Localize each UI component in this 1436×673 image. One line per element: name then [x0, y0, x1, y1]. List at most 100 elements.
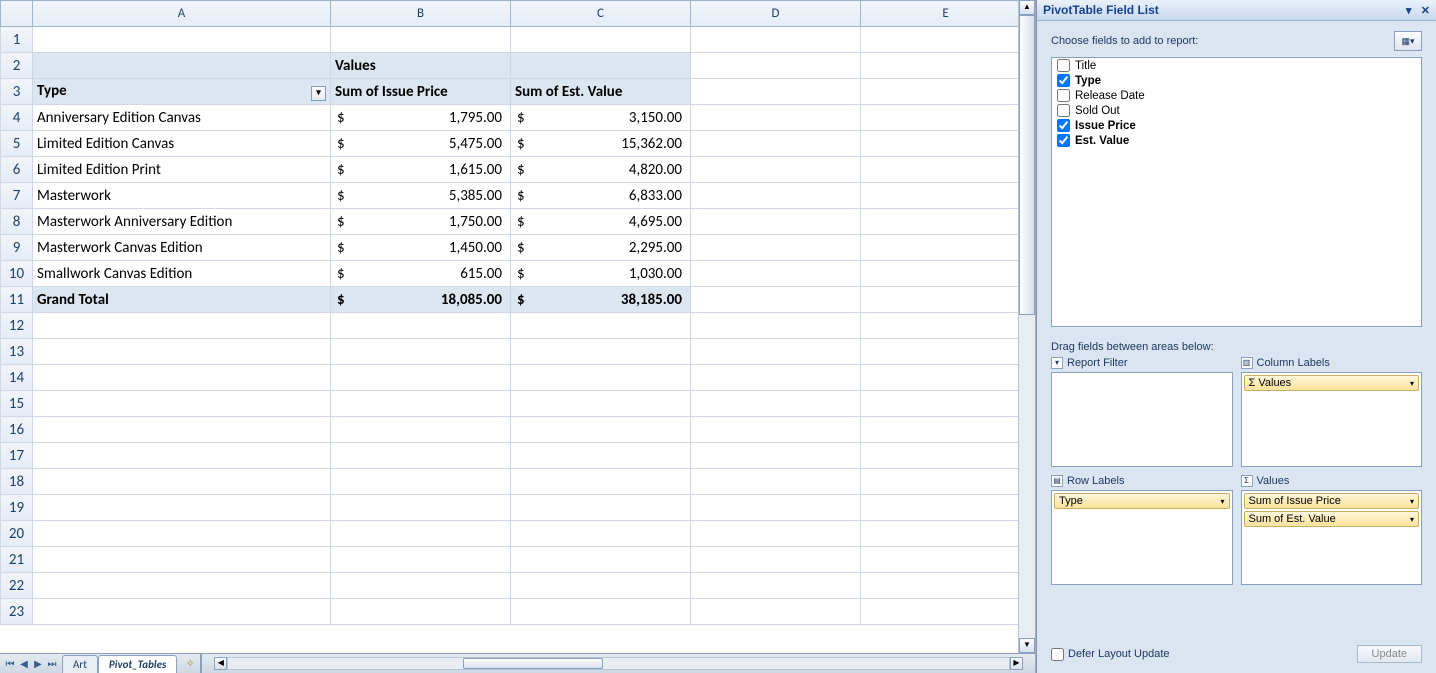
cell[interactable]	[511, 469, 691, 495]
cell[interactable]	[861, 261, 1031, 287]
next-sheet-icon[interactable]: ▶	[32, 657, 44, 670]
row-header[interactable]: 7	[1, 183, 33, 209]
cell[interactable]	[691, 339, 861, 365]
field-item[interactable]: Issue Price	[1052, 118, 1421, 133]
cell[interactable]	[691, 521, 861, 547]
col-header[interactable]: E	[861, 1, 1031, 27]
cell[interactable]	[861, 495, 1031, 521]
cell[interactable]	[511, 443, 691, 469]
field-item[interactable]: Sold Out	[1052, 103, 1421, 118]
cell[interactable]: $1,750.00	[331, 209, 511, 235]
scroll-right-arrow[interactable]: ▶	[1010, 657, 1023, 670]
cell[interactable]	[691, 183, 861, 209]
row-header[interactable]: 22	[1, 573, 33, 599]
last-sheet-icon[interactable]: ⏭	[46, 657, 58, 670]
cell[interactable]	[861, 105, 1031, 131]
cell[interactable]	[511, 27, 691, 53]
row-header[interactable]: 23	[1, 599, 33, 625]
col-header[interactable]: C	[511, 1, 691, 27]
cell[interactable]	[691, 287, 861, 313]
chip-dropdown-icon[interactable]: ▾	[1410, 515, 1414, 524]
row-header[interactable]: 9	[1, 235, 33, 261]
area-chip[interactable]: Sum of Issue Price▾	[1244, 493, 1420, 509]
cell[interactable]	[861, 209, 1031, 235]
cell[interactable]: Grand Total	[33, 287, 331, 313]
cell[interactable]	[861, 339, 1031, 365]
cell[interactable]	[331, 417, 511, 443]
field-item[interactable]: Est. Value	[1052, 133, 1421, 148]
cell[interactable]	[511, 339, 691, 365]
cell[interactable]	[691, 443, 861, 469]
cell[interactable]	[331, 547, 511, 573]
row-header[interactable]: 1	[1, 27, 33, 53]
cell[interactable]: Sum of Est. Value	[511, 79, 691, 105]
cell[interactable]	[691, 209, 861, 235]
row-labels-area[interactable]: Type▾	[1051, 490, 1233, 585]
col-header[interactable]: D	[691, 1, 861, 27]
cell[interactable]	[691, 27, 861, 53]
chip-dropdown-icon[interactable]: ▾	[1410, 497, 1414, 506]
cell[interactable]	[861, 365, 1031, 391]
sheet-tab[interactable]: Art	[62, 655, 98, 673]
cell[interactable]: Masterwork Canvas Edition	[33, 235, 331, 261]
cell[interactable]: $1,615.00	[331, 157, 511, 183]
new-sheet-button[interactable]: ✧	[180, 654, 200, 673]
chip-dropdown-icon[interactable]: ▾	[1220, 497, 1224, 506]
report-filter-area[interactable]	[1051, 372, 1233, 467]
cell[interactable]	[861, 417, 1031, 443]
cell[interactable]: Masterwork	[33, 183, 331, 209]
cell[interactable]	[511, 365, 691, 391]
row-header[interactable]: 8	[1, 209, 33, 235]
chip-dropdown-icon[interactable]: ▾	[1410, 379, 1414, 388]
cell[interactable]	[861, 183, 1031, 209]
cell[interactable]: $2,295.00	[511, 235, 691, 261]
hscroll-track[interactable]	[227, 657, 1010, 670]
col-header[interactable]: A	[33, 1, 331, 27]
cell[interactable]: $38,185.00	[511, 287, 691, 313]
row-header[interactable]: 16	[1, 417, 33, 443]
field-list-layout-button[interactable]: ▦▾	[1394, 31, 1422, 51]
cell[interactable]	[691, 131, 861, 157]
cell[interactable]	[691, 573, 861, 599]
cell[interactable]	[861, 443, 1031, 469]
column-labels-area[interactable]: Σ Values▾	[1241, 372, 1423, 467]
values-area[interactable]: Sum of Issue Price▾Sum of Est. Value▾	[1241, 490, 1423, 585]
cell[interactable]	[331, 391, 511, 417]
cell[interactable]	[33, 365, 331, 391]
cell[interactable]	[33, 443, 331, 469]
sheet-nav-buttons[interactable]: ⏮ ◀ ▶ ⏭	[0, 654, 62, 673]
row-header[interactable]: 12	[1, 313, 33, 339]
cell[interactable]: Anniversary Edition Canvas	[33, 105, 331, 131]
cell[interactable]	[33, 495, 331, 521]
cell[interactable]	[511, 53, 691, 79]
cell[interactable]	[861, 547, 1031, 573]
cell[interactable]	[861, 79, 1031, 105]
cell[interactable]	[861, 573, 1031, 599]
row-header[interactable]: 3	[1, 79, 33, 105]
col-header[interactable]: B	[331, 1, 511, 27]
cell[interactable]: Limited Edition Print	[33, 157, 331, 183]
cell[interactable]	[861, 599, 1031, 625]
scroll-up-arrow[interactable]: ▲	[1019, 0, 1035, 15]
cell[interactable]	[691, 417, 861, 443]
cell[interactable]	[861, 53, 1031, 79]
cell[interactable]	[691, 495, 861, 521]
cell[interactable]	[691, 599, 861, 625]
first-sheet-icon[interactable]: ⏮	[4, 657, 16, 670]
cell[interactable]: Smallwork Canvas Edition	[33, 261, 331, 287]
panel-close-icon[interactable]: ✕	[1421, 5, 1430, 17]
cell[interactable]	[331, 365, 511, 391]
cell[interactable]	[331, 443, 511, 469]
cell[interactable]: $615.00	[331, 261, 511, 287]
scroll-left-arrow[interactable]: ◀	[214, 657, 227, 670]
cell[interactable]: $6,833.00	[511, 183, 691, 209]
update-button[interactable]: Update	[1357, 645, 1422, 663]
cell[interactable]	[511, 521, 691, 547]
cell[interactable]: $4,820.00	[511, 157, 691, 183]
cell[interactable]	[691, 157, 861, 183]
cell[interactable]	[33, 53, 331, 79]
cell[interactable]: Limited Edition Canvas	[33, 131, 331, 157]
cell[interactable]	[511, 495, 691, 521]
cell[interactable]: $5,475.00	[331, 131, 511, 157]
cell[interactable]	[691, 261, 861, 287]
